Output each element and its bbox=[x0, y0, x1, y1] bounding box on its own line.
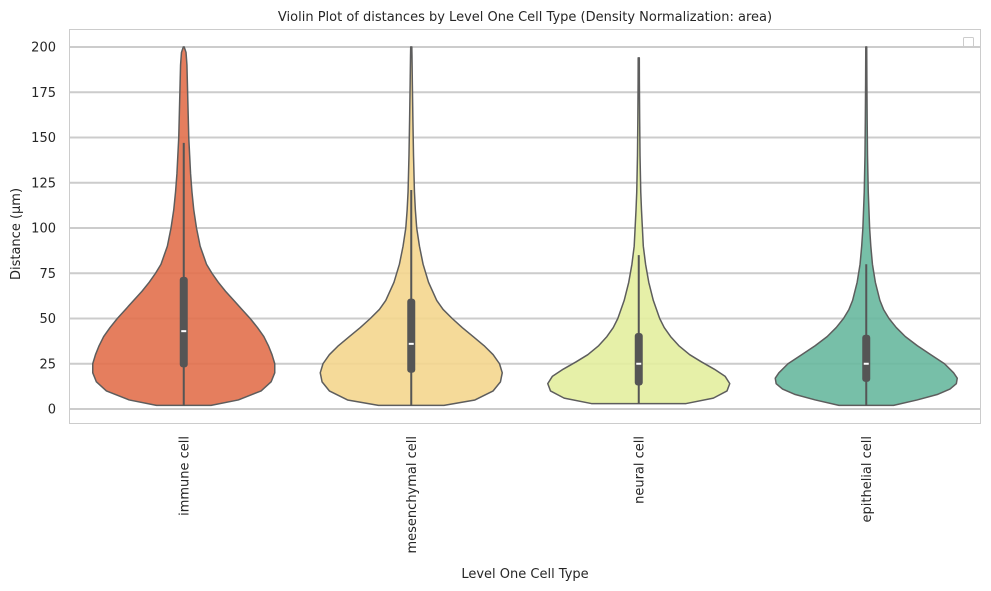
iqr-box bbox=[862, 334, 871, 382]
iqr-box bbox=[634, 332, 643, 386]
y-tick-label: 75 bbox=[39, 267, 56, 282]
x-tick-label: neural cell bbox=[632, 436, 647, 504]
y-tick-label: 0 bbox=[48, 403, 56, 418]
y-tick-label: 150 bbox=[31, 131, 56, 146]
y-tick-labels: 0 25 50 75 100 125 150 175 200 bbox=[31, 41, 56, 418]
violin-body bbox=[547, 57, 731, 405]
y-tick-label: 50 bbox=[39, 312, 56, 327]
chart-title: Violin Plot of distances by Level One Ce… bbox=[278, 10, 772, 25]
y-axis-label: Distance (µm) bbox=[9, 188, 24, 280]
y-tick-label: 100 bbox=[31, 222, 56, 237]
y-tick-label: 125 bbox=[31, 176, 56, 191]
x-tick-label: immune cell bbox=[177, 436, 192, 516]
x-tick-labels: immune cell mesenchymal cell neural cell ep… bbox=[177, 436, 875, 554]
iqr-box bbox=[407, 298, 416, 373]
iqr-box bbox=[179, 276, 188, 368]
y-tick-label: 175 bbox=[31, 86, 56, 101]
y-tick-label: 25 bbox=[39, 357, 56, 372]
x-tick-label: epithelial cell bbox=[860, 436, 875, 523]
legend-box bbox=[963, 37, 974, 47]
y-tick-label: 200 bbox=[31, 41, 56, 56]
violin-body bbox=[774, 46, 958, 407]
violins bbox=[92, 46, 958, 407]
x-tick-label: mesenchymal cell bbox=[405, 436, 420, 554]
x-axis-label: Level One Cell Type bbox=[461, 567, 588, 582]
